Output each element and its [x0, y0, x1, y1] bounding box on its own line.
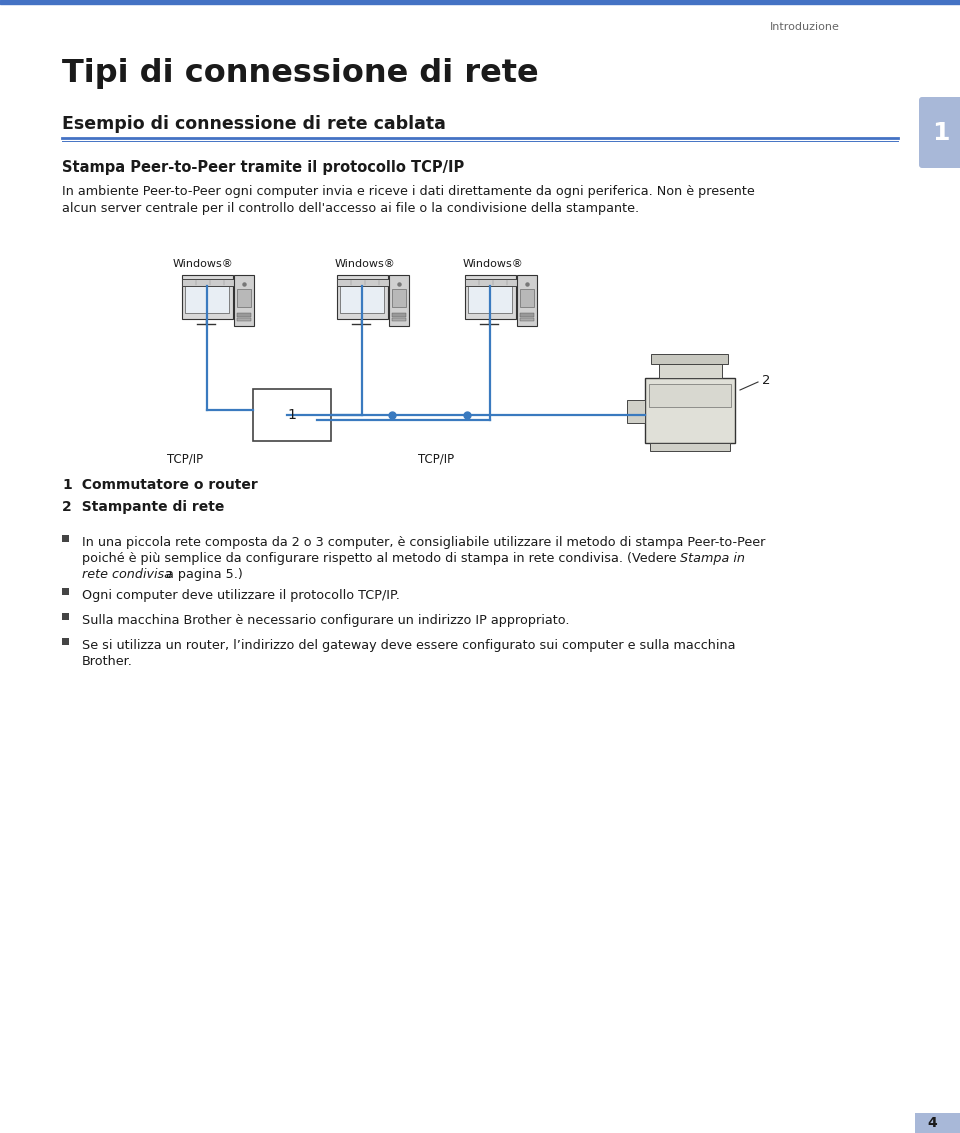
Text: Stampa in: Stampa in [680, 552, 745, 565]
Bar [465, 275, 516, 320]
Text: Brother.: Brother. [82, 655, 132, 668]
Text: In ambiente Peer-to-Peer ogni computer invia e riceve i dati direttamente da ogn: In ambiente Peer-to-Peer ogni computer i… [62, 185, 755, 198]
Text: Windows®: Windows® [335, 259, 396, 269]
FancyBboxPatch shape [919, 97, 960, 168]
Bar [645, 377, 735, 443]
Bar [520, 314, 534, 317]
Bar [234, 275, 253, 326]
Text: 1: 1 [288, 408, 297, 421]
Bar [340, 280, 384, 313]
Bar [62, 638, 69, 645]
Bar [465, 280, 522, 287]
Bar [337, 280, 394, 287]
Bar [392, 289, 406, 307]
Bar [237, 314, 252, 317]
Text: In una piccola rete composta da 2 o 3 computer, è consigliabile utilizzare il me: In una piccola rete composta da 2 o 3 co… [82, 536, 765, 550]
Bar [392, 318, 406, 321]
Text: Stampa Peer-to-Peer tramite il protocollo TCP/IP: Stampa Peer-to-Peer tramite il protocoll… [62, 160, 465, 174]
Bar [520, 318, 534, 321]
Bar [185, 280, 229, 313]
Text: Windows®: Windows® [173, 259, 233, 269]
Text: Ogni computer deve utilizzare il protocollo TCP/IP.: Ogni computer deve utilizzare il protoco… [82, 589, 400, 602]
Bar [0, 0, 960, 5]
Text: 1: 1 [932, 120, 949, 145]
Bar [237, 289, 252, 307]
Bar [915, 1113, 960, 1133]
Text: Sulla macchina Brother è necessario configurare un indirizzo IP appropriato.: Sulla macchina Brother è necessario conf… [82, 614, 569, 627]
Bar [627, 400, 645, 423]
Text: TCP/IP: TCP/IP [418, 453, 454, 466]
Bar [659, 364, 722, 377]
Bar [337, 275, 388, 320]
Bar [520, 289, 534, 307]
Text: rete condivisa: rete condivisa [82, 568, 172, 581]
Text: Commutatore o router: Commutatore o router [72, 478, 257, 492]
Text: Stampante di rete: Stampante di rete [72, 500, 225, 514]
Text: Esempio di connessione di rete cablata: Esempio di connessione di rete cablata [62, 116, 445, 133]
Bar [517, 275, 537, 326]
Bar [181, 280, 239, 287]
Bar [181, 275, 232, 320]
Text: 4: 4 [927, 1116, 937, 1130]
Text: Windows®: Windows® [463, 259, 523, 269]
Bar [62, 613, 69, 620]
Text: poiché è più semplice da configurare rispetto al metodo di stampa in rete condiv: poiché è più semplice da configurare ris… [82, 552, 681, 565]
Text: Tipi di connessione di rete: Tipi di connessione di rete [62, 58, 539, 90]
Bar [237, 318, 252, 321]
Text: 2: 2 [62, 500, 72, 514]
Text: 1: 1 [62, 478, 72, 492]
Text: TCP/IP: TCP/IP [167, 453, 204, 466]
Bar [468, 280, 512, 313]
Text: a pagina 5.): a pagina 5.) [162, 568, 243, 581]
Bar [62, 535, 69, 542]
Bar [649, 384, 731, 407]
Text: alcun server centrale per il controllo dell'accesso ai file o la condivisione de: alcun server centrale per il controllo d… [62, 202, 639, 215]
Text: Introduzione: Introduzione [770, 22, 840, 32]
Bar [651, 353, 728, 364]
Text: 2: 2 [762, 374, 771, 386]
Bar [392, 314, 406, 317]
Bar [390, 275, 409, 326]
Bar [650, 443, 730, 451]
Bar [62, 588, 69, 595]
Bar [253, 389, 331, 441]
Text: Se si utilizza un router, l’indirizzo del gateway deve essere configurato sui co: Se si utilizza un router, l’indirizzo de… [82, 639, 735, 651]
